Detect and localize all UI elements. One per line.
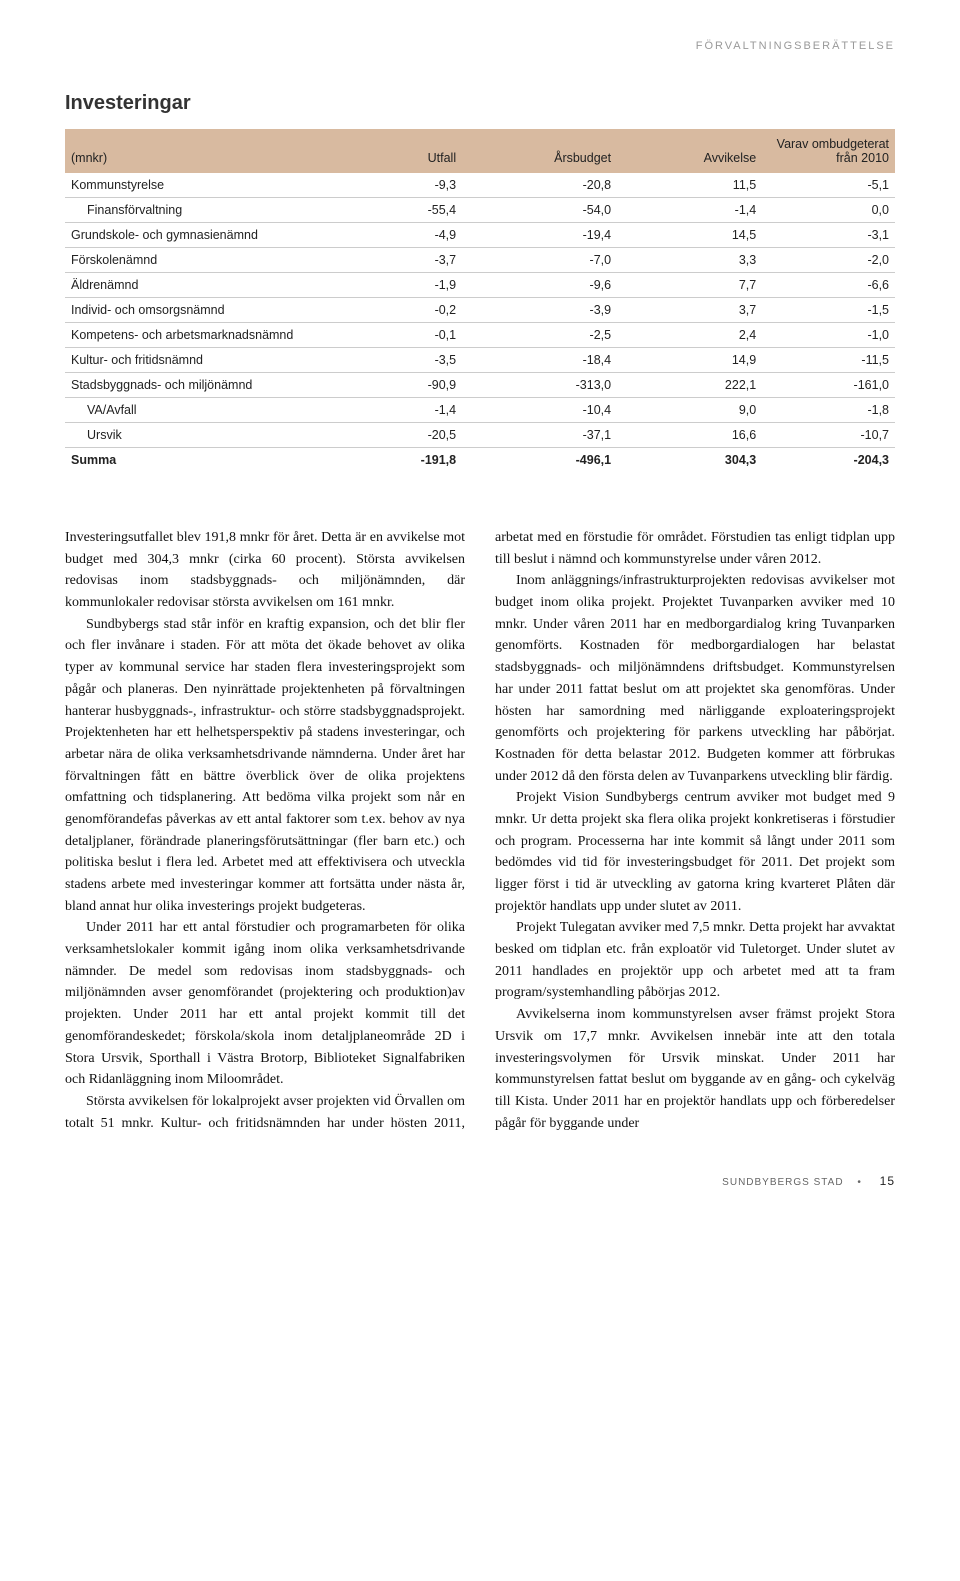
- footer-page-number: 15: [880, 1174, 895, 1188]
- table-cell: -1,0: [762, 323, 895, 348]
- table-cell: -313,0: [462, 373, 617, 398]
- body-paragraph: Projekt Vision Sundbybergs centrum avvik…: [495, 787, 895, 917]
- table-cell: -54,0: [462, 198, 617, 223]
- footer-bullet: •: [857, 1177, 862, 1188]
- table-cell: -0,2: [356, 298, 463, 323]
- table-cell: Förskolenämnd: [65, 248, 356, 273]
- body-paragraph: Investeringsutfallet blev 191,8 mnkr för…: [65, 527, 465, 614]
- table-cell: -3,9: [462, 298, 617, 323]
- table-cell: 16,6: [617, 423, 762, 448]
- table-cell: 14,5: [617, 223, 762, 248]
- table-row: Ursvik-20,5-37,116,6-10,7: [65, 423, 895, 448]
- table-cell: -2,5: [462, 323, 617, 348]
- body-paragraph: Inom anläggnings/infrastrukturprojekten …: [495, 570, 895, 787]
- footer-label: SUNDBYBERGS STAD: [722, 1177, 843, 1188]
- table-cell: -204,3: [762, 448, 895, 473]
- table-cell: Äldrenämnd: [65, 273, 356, 298]
- table-cell: 304,3: [617, 448, 762, 473]
- table-row: Finansförvaltning-55,4-54,0-1,40,0: [65, 198, 895, 223]
- table-row: Kultur- och fritidsnämnd-3,5-18,414,9-11…: [65, 348, 895, 373]
- table-row: Äldrenämnd-1,9-9,67,7-6,6: [65, 273, 895, 298]
- body-paragraph: Under 2011 har ett antal förstudier och …: [65, 917, 465, 1091]
- table-cell: -9,6: [462, 273, 617, 298]
- table-row: Individ- och omsorgsnämnd-0,2-3,93,7-1,5: [65, 298, 895, 323]
- table-cell: -20,5: [356, 423, 463, 448]
- table-row: Kompetens- och arbetsmarknadsnämnd-0,1-2…: [65, 323, 895, 348]
- table-cell: -4,9: [356, 223, 463, 248]
- table-cell: -161,0: [762, 373, 895, 398]
- table-cell: -10,4: [462, 398, 617, 423]
- table-cell: -3,5: [356, 348, 463, 373]
- table-cell: -496,1: [462, 448, 617, 473]
- table-cell: 2,4: [617, 323, 762, 348]
- table-cell: -3,1: [762, 223, 895, 248]
- table-row: Kommunstyrelse-9,3-20,811,5-5,1: [65, 173, 895, 198]
- table-cell: -90,9: [356, 373, 463, 398]
- table-cell: -2,0: [762, 248, 895, 273]
- table-cell: -19,4: [462, 223, 617, 248]
- table-cell: -7,0: [462, 248, 617, 273]
- table-header-row: (mnkr) Utfall Årsbudget Avvikelse Varav …: [65, 129, 895, 173]
- col-avvikelse: Avvikelse: [617, 129, 762, 173]
- table-row: VA/Avfall-1,4-10,49,0-1,8: [65, 398, 895, 423]
- table-cell: Summa: [65, 448, 356, 473]
- table-cell: -1,8: [762, 398, 895, 423]
- table-cell: 9,0: [617, 398, 762, 423]
- page-footer: SUNDBYBERGS STAD • 15: [65, 1174, 895, 1188]
- table-row: Grundskole- och gymnasienämnd-4,9-19,414…: [65, 223, 895, 248]
- table-cell: 11,5: [617, 173, 762, 198]
- col-mnkr: (mnkr): [65, 129, 356, 173]
- table-cell: Kommunstyrelse: [65, 173, 356, 198]
- table-total-row: Summa-191,8-496,1304,3-204,3: [65, 448, 895, 473]
- table-cell: 14,9: [617, 348, 762, 373]
- table-cell: -1,4: [617, 198, 762, 223]
- table-cell: 7,7: [617, 273, 762, 298]
- table-row: Stadsbyggnads- och miljönämnd-90,9-313,0…: [65, 373, 895, 398]
- table-cell: -1,5: [762, 298, 895, 323]
- table-cell: 3,3: [617, 248, 762, 273]
- page-section-label: FÖRVALTNINGSBERÄTTELSE: [65, 40, 895, 52]
- col-varav: Varav ombudgeterat från 2010: [762, 129, 895, 173]
- table-cell: -10,7: [762, 423, 895, 448]
- table-cell: -6,6: [762, 273, 895, 298]
- body-text: Investeringsutfallet blev 191,8 mnkr för…: [65, 527, 895, 1134]
- table-cell: -5,1: [762, 173, 895, 198]
- col-arsbudget: Årsbudget: [462, 129, 617, 173]
- table-cell: -37,1: [462, 423, 617, 448]
- table-row: Förskolenämnd-3,7-7,03,3-2,0: [65, 248, 895, 273]
- table-cell: Kultur- och fritidsnämnd: [65, 348, 356, 373]
- body-paragraph: Sundbybergs stad står inför en kraftig e…: [65, 614, 465, 918]
- section-title: Investeringar: [65, 92, 895, 115]
- table-cell: -18,4: [462, 348, 617, 373]
- table-cell: Grundskole- och gymnasienämnd: [65, 223, 356, 248]
- table-cell: -9,3: [356, 173, 463, 198]
- table-cell: Individ- och omsorgsnämnd: [65, 298, 356, 323]
- table-cell: 3,7: [617, 298, 762, 323]
- table-cell: -191,8: [356, 448, 463, 473]
- table-cell: VA/Avfall: [65, 398, 356, 423]
- table-cell: 0,0: [762, 198, 895, 223]
- table-cell: -0,1: [356, 323, 463, 348]
- table-cell: -55,4: [356, 198, 463, 223]
- table-cell: Ursvik: [65, 423, 356, 448]
- table-cell: Finansförvaltning: [65, 198, 356, 223]
- table-cell: -11,5: [762, 348, 895, 373]
- table-cell: Kompetens- och arbetsmarknadsnämnd: [65, 323, 356, 348]
- table-cell: -3,7: [356, 248, 463, 273]
- body-paragraph: Projekt Tulegatan avviker med 7,5 mnkr. …: [495, 917, 895, 1004]
- table-cell: Stadsbyggnads- och miljönämnd: [65, 373, 356, 398]
- table-cell: -1,9: [356, 273, 463, 298]
- table-cell: -20,8: [462, 173, 617, 198]
- table-cell: 222,1: [617, 373, 762, 398]
- investments-table: (mnkr) Utfall Årsbudget Avvikelse Varav …: [65, 129, 895, 472]
- col-utfall: Utfall: [356, 129, 463, 173]
- body-paragraph: Avvikelserna inom kommunstyrelsen avser …: [495, 1004, 895, 1134]
- table-cell: -1,4: [356, 398, 463, 423]
